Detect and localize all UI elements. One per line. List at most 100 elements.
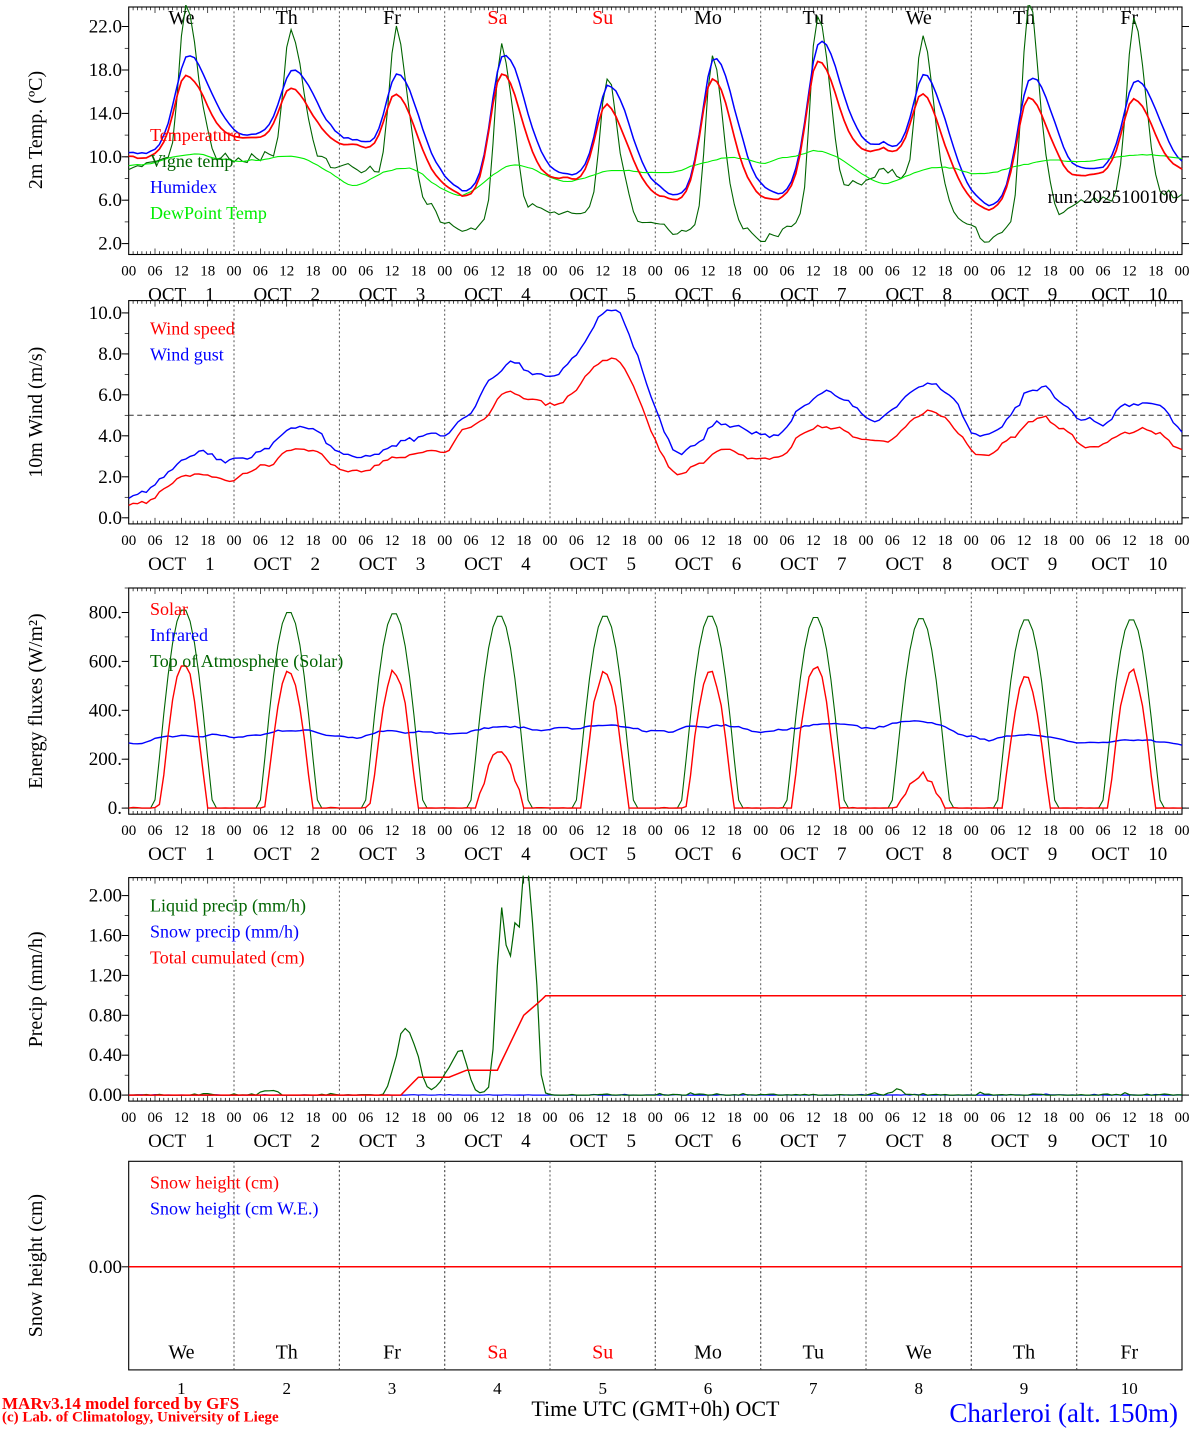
svg-text:06: 06 — [674, 533, 690, 549]
svg-text:18: 18 — [832, 533, 847, 549]
svg-text:Energy fluxes (W/m²): Energy fluxes (W/m²) — [25, 613, 47, 789]
svg-text:OCT 5: OCT 5 — [569, 844, 636, 865]
svg-text:06: 06 — [464, 823, 480, 839]
svg-text:18: 18 — [727, 1110, 742, 1126]
svg-text:18: 18 — [200, 1110, 215, 1126]
svg-text:12: 12 — [701, 1110, 716, 1126]
svg-text:00: 00 — [543, 1110, 558, 1126]
svg-text:06: 06 — [358, 264, 374, 280]
svg-text:12: 12 — [806, 533, 821, 549]
svg-text:Infrared: Infrared — [150, 625, 208, 645]
svg-text:Tu: Tu — [803, 7, 825, 29]
svg-text:12: 12 — [1017, 823, 1032, 839]
svg-text:0.00: 0.00 — [89, 1257, 122, 1278]
svg-text:18: 18 — [411, 823, 426, 839]
svg-text:12: 12 — [806, 264, 821, 280]
svg-text:12: 12 — [1017, 264, 1032, 280]
svg-text:12: 12 — [911, 533, 926, 549]
svg-text:2: 2 — [282, 1379, 291, 1398]
svg-text:00: 00 — [332, 1110, 347, 1126]
svg-text:18: 18 — [1043, 533, 1058, 549]
svg-text:06: 06 — [885, 264, 901, 280]
svg-text:OCT 7: OCT 7 — [780, 554, 847, 575]
svg-text:Fr: Fr — [383, 1342, 401, 1364]
svg-text:OCT 2: OCT 2 — [253, 844, 320, 865]
svg-text:12: 12 — [385, 1110, 400, 1126]
svg-text:OCT 9: OCT 9 — [991, 844, 1058, 865]
svg-text:18: 18 — [306, 533, 321, 549]
svg-text:12: 12 — [490, 533, 505, 549]
svg-text:10: 10 — [1121, 1379, 1138, 1398]
svg-text:00: 00 — [964, 1110, 979, 1126]
svg-text:18: 18 — [411, 264, 426, 280]
svg-text:Snow height (cm): Snow height (cm) — [150, 1172, 279, 1193]
svg-text:00: 00 — [332, 264, 347, 280]
svg-text:Snow precip (mm/h): Snow precip (mm/h) — [150, 922, 299, 943]
svg-text:0.: 0. — [108, 798, 122, 819]
svg-text:06: 06 — [358, 823, 374, 839]
svg-text:00: 00 — [121, 533, 136, 549]
svg-text:00: 00 — [227, 533, 242, 549]
svg-text:Su: Su — [592, 7, 613, 29]
svg-text:OCT 10: OCT 10 — [1091, 554, 1167, 575]
svg-text:00: 00 — [648, 264, 663, 280]
svg-text:06: 06 — [148, 264, 164, 280]
svg-text:12: 12 — [1122, 264, 1137, 280]
svg-text:06: 06 — [885, 533, 901, 549]
svg-text:Mo: Mo — [694, 1342, 722, 1364]
svg-text:00: 00 — [437, 264, 452, 280]
svg-text:12: 12 — [279, 1110, 294, 1126]
svg-text:We: We — [906, 1342, 932, 1364]
svg-text:00: 00 — [964, 533, 979, 549]
svg-text:00: 00 — [859, 533, 874, 549]
svg-text:18: 18 — [938, 264, 953, 280]
svg-text:OCT 4: OCT 4 — [464, 554, 531, 575]
svg-text:9: 9 — [1020, 1379, 1029, 1398]
svg-text:12: 12 — [911, 823, 926, 839]
svg-text:Wind speed: Wind speed — [150, 319, 235, 339]
svg-text:18: 18 — [1043, 264, 1058, 280]
svg-text:OCT 1: OCT 1 — [148, 1131, 215, 1152]
svg-text:Tu: Tu — [803, 1342, 825, 1364]
svg-text:18: 18 — [832, 1110, 847, 1126]
svg-text:6: 6 — [704, 1379, 713, 1398]
svg-text:12: 12 — [595, 1110, 610, 1126]
svg-text:12: 12 — [490, 823, 505, 839]
svg-text:3: 3 — [388, 1379, 397, 1398]
svg-text:OCT 8: OCT 8 — [885, 1131, 952, 1152]
svg-text:06: 06 — [990, 264, 1006, 280]
svg-text:0.40: 0.40 — [89, 1045, 122, 1066]
svg-text:Th: Th — [1013, 1342, 1035, 1364]
svg-text:00: 00 — [227, 1110, 242, 1126]
svg-text:Total cumulated (cm): Total cumulated (cm) — [150, 948, 305, 969]
svg-text:12: 12 — [490, 264, 505, 280]
svg-text:00: 00 — [1175, 823, 1190, 839]
svg-text:18: 18 — [516, 823, 531, 839]
svg-text:We: We — [906, 7, 932, 29]
svg-text:OCT 2: OCT 2 — [253, 1131, 320, 1152]
svg-text:12: 12 — [911, 264, 926, 280]
svg-text:06: 06 — [1096, 533, 1112, 549]
svg-text:12: 12 — [490, 1110, 505, 1126]
svg-text:0.00: 0.00 — [89, 1085, 122, 1106]
svg-text:18: 18 — [832, 823, 847, 839]
svg-text:18: 18 — [306, 264, 321, 280]
svg-text:Vigne temp: Vigne temp — [150, 151, 233, 171]
svg-text:8: 8 — [914, 1379, 923, 1398]
svg-text:00: 00 — [543, 264, 558, 280]
svg-text:18: 18 — [938, 823, 953, 839]
svg-text:12: 12 — [174, 823, 189, 839]
svg-text:OCT 8: OCT 8 — [885, 844, 952, 865]
svg-text:00: 00 — [1069, 1110, 1084, 1126]
svg-text:Th: Th — [276, 7, 298, 29]
svg-text:06: 06 — [358, 533, 374, 549]
svg-text:Humidex: Humidex — [150, 177, 217, 197]
svg-text:12: 12 — [385, 264, 400, 280]
svg-text:OCT 6: OCT 6 — [675, 554, 742, 575]
svg-text:12: 12 — [701, 823, 716, 839]
svg-text:00: 00 — [753, 823, 768, 839]
svg-text:4.0: 4.0 — [98, 426, 122, 447]
svg-text:00: 00 — [332, 533, 347, 549]
svg-text:18: 18 — [938, 533, 953, 549]
svg-text:2.0: 2.0 — [98, 467, 122, 488]
